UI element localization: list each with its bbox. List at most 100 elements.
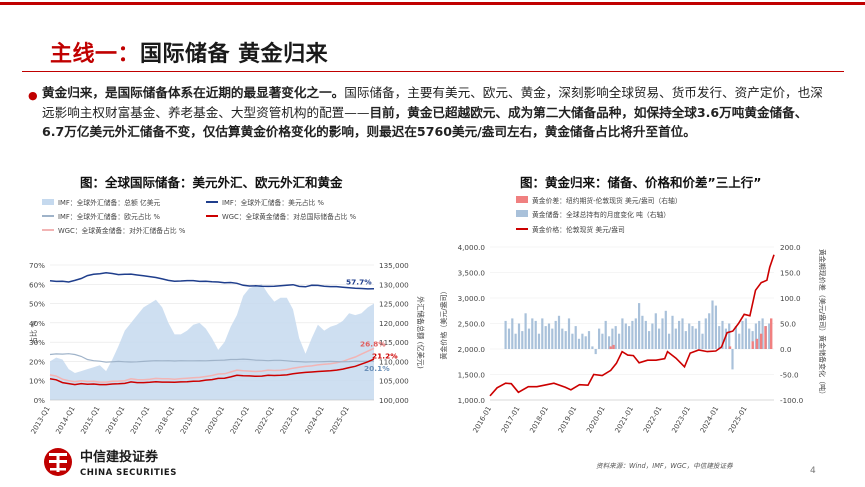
reserves-chart: IMF：全球外汇储备：总额 亿美元 IMF：全球外汇储备：美元占比 % IMF：全球… xyxy=(29,198,425,435)
slide-title-accent: 主线一： xyxy=(50,42,141,67)
x-tick: 2024-01 xyxy=(699,405,721,434)
eur-share-line xyxy=(49,353,374,363)
reserve-change-bar xyxy=(594,349,597,355)
legend-label: WGC：全球黄金储备：对外汇储备占比 % xyxy=(58,226,186,235)
reserve-change-bar xyxy=(521,331,524,349)
y-tick-left: 0% xyxy=(34,396,46,405)
y-tick-left: 10% xyxy=(29,377,45,386)
reserve-change-bar xyxy=(507,328,511,349)
y-tick-right: 110,000 xyxy=(379,357,409,366)
slide-title: 主线一：国际储备 黄金归来 xyxy=(50,36,328,68)
reserve-change-bar xyxy=(567,318,571,349)
y-tick-left: 2,000.0 xyxy=(458,345,486,354)
price-spread-bar xyxy=(728,346,732,349)
x-tick: 2020-01 xyxy=(585,405,607,434)
reserve-change-bar xyxy=(728,323,731,349)
y-axis-label-left: 黄金价格（美元/盎司） xyxy=(439,287,448,359)
x-tick: 2016-Q1 xyxy=(104,405,126,435)
y-axis-label-right: 外汇储备总额 (亿美元) xyxy=(416,296,425,369)
usd-share-line xyxy=(49,271,375,290)
reserve-change-bar xyxy=(718,326,721,349)
right-chart-title: 图：黄金归来：储备、价格和价差”三上行” xyxy=(520,175,762,190)
y-tick-left: 2,500.0 xyxy=(458,320,486,329)
bullet-bold-lead: 黄金归来，是国际储备体系在近期的最显著变化之一。 xyxy=(42,85,345,100)
legend-label: IMF：全球外汇储备：总额 亿美元 xyxy=(58,198,161,207)
reserve-change-bar xyxy=(608,336,611,350)
y-tick-right: 125,000 xyxy=(379,300,409,309)
reserve-change-bar xyxy=(638,303,641,349)
reserve-change-bar xyxy=(611,328,614,349)
legend-swatch xyxy=(42,199,54,205)
reserve-change-bar xyxy=(641,315,644,349)
reserve-change-bar xyxy=(664,310,667,350)
y-tick-right: 200.0 xyxy=(780,243,801,252)
y-tick-right: 120,000 xyxy=(379,319,409,328)
x-tick: 2025-01 xyxy=(727,405,749,434)
reserve-change-bar xyxy=(547,323,551,349)
top-accent-rule xyxy=(0,2,865,5)
price-spread-bar xyxy=(770,318,773,349)
reserve-change-bar xyxy=(581,333,584,349)
reserve-change-bar xyxy=(551,328,554,349)
legend-label: IMF：全球外汇储备：美元占比 % xyxy=(222,198,325,207)
reserve-change-bar xyxy=(591,346,594,349)
y-tick-right: 0.0 xyxy=(780,345,792,354)
reserves-total-area xyxy=(50,284,374,400)
reserve-change-bar xyxy=(577,338,581,349)
reserve-change-bar xyxy=(621,318,624,349)
y-axis-label-right: 黄金期现价差（美元/盎司）黄金储备变化（吨） xyxy=(818,249,827,398)
reserve-change-bar xyxy=(738,333,741,349)
x-tick: 2022-01 xyxy=(642,405,664,434)
reserve-change-bar xyxy=(678,320,681,349)
reserve-change-bar xyxy=(534,320,537,349)
x-tick: 2016-01 xyxy=(472,405,494,434)
reserve-change-bar xyxy=(721,320,724,349)
reserve-change-bar xyxy=(754,323,757,349)
reserve-change-bar xyxy=(674,328,677,349)
legend-swatch xyxy=(516,196,528,203)
reserve-change-bar xyxy=(694,328,697,349)
reserve-change-bar xyxy=(527,328,531,349)
gold-fx-share-line xyxy=(49,347,375,383)
price-spread-bar xyxy=(764,326,767,349)
reserve-change-bar xyxy=(691,326,694,349)
reserve-change-bar xyxy=(598,328,601,349)
reserve-change-bar xyxy=(531,318,534,349)
reserve-change-bar xyxy=(724,328,727,349)
reserve-change-bar xyxy=(537,333,541,349)
legend-label: 黄金储备：全球总持有的月度变化 吨（右轴） xyxy=(532,210,670,219)
reserve-change-bar xyxy=(614,326,617,349)
china-securities-logo: 中信建投证券 CHINA SECURITIES xyxy=(44,448,176,478)
y-tick-left: 50% xyxy=(29,300,45,309)
x-tick: 2024-Q1 xyxy=(304,405,326,435)
reserve-change-bar xyxy=(661,318,664,349)
reserve-change-bar xyxy=(644,320,647,349)
data-label: 20.1% xyxy=(364,364,390,373)
y-tick-right: 115,000 xyxy=(379,338,409,347)
reserve-change-bar xyxy=(714,305,717,349)
legend-label: 黄金价格：伦敦现货 美元/盎司 xyxy=(532,225,625,234)
reserve-change-bar xyxy=(768,323,771,349)
reserve-change-bar xyxy=(671,315,674,349)
x-tick: 2023-01 xyxy=(670,405,692,434)
y-tick-left: 4,000.0 xyxy=(458,243,486,252)
x-tick: 2021-Q1 xyxy=(229,405,251,435)
y-tick-left: 3,500.0 xyxy=(458,269,486,278)
x-tick: 2025-Q1 xyxy=(329,405,351,435)
reserve-change-bar xyxy=(654,313,657,349)
bullet-body-text: 国际储备，主要有美元、欧元、黄金，深刻影响全球贸易、货币发行、资产定价，也深远影… xyxy=(42,85,823,120)
data-label: 26.8% xyxy=(360,339,386,348)
legend-label: WGC：全球黄金储备：对总国际储备占比 % xyxy=(222,212,357,221)
reserve-change-bar xyxy=(557,315,561,349)
reserve-change-bar xyxy=(524,313,527,349)
y-tick-right: 50.0 xyxy=(780,320,796,329)
reserve-change-bar xyxy=(688,323,691,349)
brand-name-cn: 中信建投证券 xyxy=(80,449,159,465)
reserve-change-bar xyxy=(758,320,761,349)
y-tick-left: 40% xyxy=(29,319,45,328)
x-tick: 2019-Q1 xyxy=(179,405,201,435)
reserve-change-bar xyxy=(584,336,587,350)
gold-price-line xyxy=(489,254,775,397)
reserve-change-bar xyxy=(761,318,764,349)
reserve-change-bar xyxy=(554,320,557,349)
